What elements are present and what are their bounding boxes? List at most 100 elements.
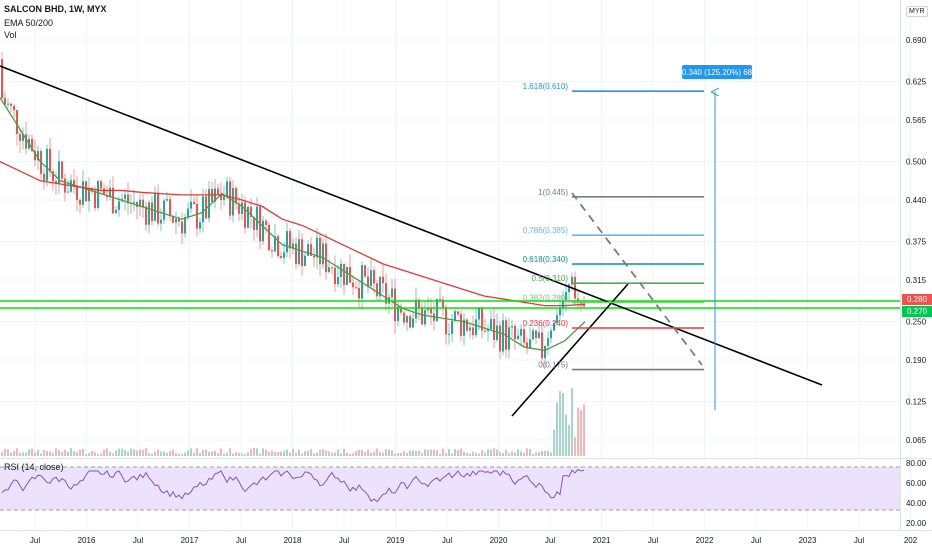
candle-body bbox=[310, 244, 312, 256]
volume-bar bbox=[259, 453, 261, 456]
volume-bar bbox=[580, 409, 582, 456]
candle-body bbox=[325, 243, 327, 273]
uptrend-line[interactable] bbox=[511, 283, 629, 417]
fibonacci-extension[interactable]: 1.618(0.610) 1(0.445) 0.786(0.385) 0.618(0.… bbox=[523, 82, 704, 371]
candle-body bbox=[208, 189, 210, 219]
candle-body bbox=[337, 277, 339, 285]
candle-body bbox=[205, 196, 207, 219]
volume-bar bbox=[55, 448, 57, 456]
volume-bar bbox=[46, 451, 48, 456]
volume-bar bbox=[334, 452, 336, 456]
candle-body bbox=[484, 330, 486, 332]
candle-body bbox=[4, 97, 6, 105]
candle-body bbox=[460, 314, 462, 336]
volume-bar bbox=[400, 453, 402, 456]
candle-body bbox=[109, 187, 111, 197]
candle-body bbox=[187, 208, 189, 218]
candle-body bbox=[547, 338, 549, 346]
volume-bar bbox=[502, 453, 504, 456]
volume-bar bbox=[316, 452, 318, 456]
volume-bar bbox=[199, 453, 201, 456]
volume-bar bbox=[481, 450, 483, 456]
volume-bar bbox=[208, 451, 210, 456]
candle-body bbox=[37, 151, 39, 161]
candle-body bbox=[67, 191, 69, 193]
time-tick-label: Jul bbox=[648, 536, 658, 545]
time-tick-label: Jul bbox=[854, 536, 864, 545]
volume-bar bbox=[142, 449, 144, 456]
candle-body bbox=[274, 236, 276, 252]
candle-body bbox=[73, 180, 75, 187]
candle-body bbox=[280, 256, 282, 258]
candle-body bbox=[256, 206, 258, 230]
candle-body bbox=[394, 288, 396, 321]
volume-bar bbox=[97, 453, 99, 456]
candle-body bbox=[358, 288, 360, 299]
candle-body bbox=[262, 220, 264, 242]
price-tick-label: 0.065 bbox=[906, 436, 927, 445]
volume-bar bbox=[100, 453, 102, 456]
currency-badge[interactable]: MYR bbox=[906, 6, 928, 17]
volume-bar bbox=[169, 450, 171, 456]
volume-bar bbox=[136, 450, 138, 456]
volume-bar bbox=[241, 453, 243, 456]
candle-body bbox=[367, 276, 369, 287]
volume-bar bbox=[397, 453, 399, 456]
volume-bar bbox=[166, 453, 168, 456]
volume-bar bbox=[535, 452, 537, 456]
volume-bar bbox=[178, 453, 180, 456]
volume-bar bbox=[556, 402, 558, 456]
volume-bar bbox=[574, 437, 576, 456]
volume-bar bbox=[514, 452, 516, 456]
candle-body bbox=[103, 188, 105, 195]
price-tick-label: 0.375 bbox=[906, 238, 927, 247]
candle-body bbox=[346, 266, 348, 285]
candle-body bbox=[25, 134, 27, 149]
candle-body bbox=[244, 202, 246, 228]
candle-body bbox=[250, 206, 252, 217]
fib-level-label: 0.5(0.310) bbox=[532, 274, 569, 283]
candle-body bbox=[157, 192, 159, 224]
price-tick-label: 0.315 bbox=[906, 276, 927, 285]
volume-bar bbox=[139, 449, 141, 456]
candle-body bbox=[397, 306, 399, 321]
time-tick-label: 202 bbox=[904, 536, 918, 545]
volume-bar bbox=[325, 450, 327, 456]
rsi-tick-label: 80.00 bbox=[906, 459, 927, 468]
candle-body bbox=[13, 105, 15, 111]
candle-body bbox=[304, 255, 306, 267]
volume-bar bbox=[361, 450, 363, 456]
downtrend-line[interactable] bbox=[0, 65, 823, 386]
candle-body bbox=[166, 199, 168, 201]
time-tick-label: Jul bbox=[751, 536, 761, 545]
candle-body bbox=[445, 307, 447, 335]
candle-body bbox=[142, 199, 144, 207]
volume-bar bbox=[301, 453, 303, 456]
volume-bar bbox=[193, 452, 195, 456]
price-axis-labels: 0.690 0.625 0.565 0.500 0.440 0.375 0.315 0.250… bbox=[906, 36, 927, 445]
volume-bar bbox=[451, 453, 453, 456]
volume-bar bbox=[4, 448, 6, 456]
rsi-axis-labels: 80.00 60.00 40.00 20.00 bbox=[906, 459, 927, 528]
candle-body bbox=[490, 318, 492, 330]
volume-bar bbox=[466, 452, 468, 456]
candle-body bbox=[544, 345, 546, 359]
candle-body bbox=[553, 322, 555, 331]
price-pane[interactable] bbox=[0, 0, 900, 458]
rsi-tick-label: 60.00 bbox=[906, 479, 927, 488]
volume-bar bbox=[223, 453, 225, 456]
candle-body bbox=[181, 221, 183, 234]
time-tick-label: Jul bbox=[133, 536, 143, 545]
candle-body bbox=[442, 299, 444, 308]
candle-body bbox=[541, 332, 543, 359]
volume-bar bbox=[151, 453, 153, 456]
volume-bar bbox=[526, 448, 528, 456]
volume-bar bbox=[505, 449, 507, 456]
volume-bar bbox=[457, 450, 459, 456]
candle-body bbox=[523, 329, 525, 343]
fib-level-label: 0.786(0.385) bbox=[523, 226, 569, 235]
volume-bar bbox=[247, 452, 249, 456]
volume-bar bbox=[229, 448, 231, 456]
candle-body bbox=[238, 203, 240, 214]
